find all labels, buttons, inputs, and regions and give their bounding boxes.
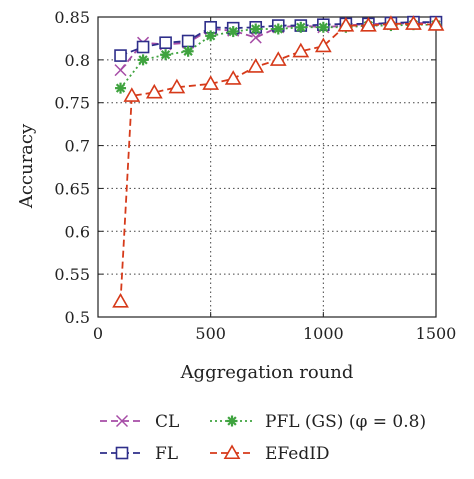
data-point <box>205 30 217 42</box>
data-point <box>114 64 127 77</box>
data-point <box>337 16 355 32</box>
series-line <box>120 21 436 57</box>
marker-stroke <box>296 22 306 32</box>
legend-label: CL <box>155 412 179 432</box>
marker-stroke <box>249 31 262 44</box>
marker-shape <box>405 15 422 30</box>
data-point <box>159 36 172 50</box>
marker-shape <box>136 40 150 54</box>
marker-shape <box>123 87 141 102</box>
marker-stroke <box>115 414 129 428</box>
legend-item: PFL (GS) (φ = 0.8) <box>210 412 426 432</box>
marker-stroke <box>160 50 171 60</box>
data-point <box>224 70 242 85</box>
data-point <box>317 21 329 33</box>
marker-shape <box>112 292 129 308</box>
data-point <box>269 51 287 66</box>
marker-shape <box>223 444 241 460</box>
legend-label: EFedID <box>265 444 330 464</box>
legend-marker <box>115 414 129 428</box>
marker-shape <box>181 34 195 48</box>
y-tick-label: 0.75 <box>54 94 90 113</box>
y-axis-title: Accuracy <box>16 123 37 209</box>
data-point <box>295 21 307 33</box>
marker-stroke <box>227 416 237 426</box>
marker-shape <box>382 15 400 30</box>
marker-stroke <box>114 64 127 77</box>
data-point <box>405 15 422 30</box>
x-axis-title: Aggregation round <box>180 362 354 383</box>
legend-label: FL <box>155 444 178 464</box>
data-point <box>168 78 186 94</box>
marker-shape <box>168 78 186 94</box>
y-tick-label: 0.8 <box>65 51 90 70</box>
marker-shape <box>292 42 310 58</box>
marker-shape <box>224 70 242 85</box>
legend-item: CL <box>100 412 179 432</box>
data-point <box>145 83 163 99</box>
data-point <box>249 31 262 44</box>
marker-shape <box>202 75 220 90</box>
x-tick-label: 1000 <box>303 324 344 343</box>
legend-label: PFL (GS) (φ = 0.8) <box>265 412 426 432</box>
data-point <box>427 16 445 31</box>
data-point <box>115 82 127 94</box>
marker-shape <box>159 36 172 50</box>
y-tick-label: 0.55 <box>54 265 90 284</box>
data-point <box>182 45 194 57</box>
legend-marker <box>115 446 129 460</box>
data-point <box>382 15 400 30</box>
legend: CL PFL (GS) (φ = 0.8) FL EFedID <box>100 412 426 464</box>
legend-item: FL <box>100 444 178 464</box>
data-point <box>114 49 127 62</box>
data-point <box>272 23 284 35</box>
marker-shape <box>269 51 287 66</box>
plot-frame <box>97 16 437 318</box>
marker-shape <box>314 37 332 53</box>
data-point <box>136 40 150 54</box>
marker-shape <box>114 49 127 62</box>
y-tick-label: 0.65 <box>54 179 90 198</box>
series-3 <box>112 15 445 308</box>
series-line <box>119 23 436 89</box>
x-tick-label: 500 <box>195 324 226 343</box>
data-point <box>123 87 141 102</box>
legend-item: EFedID <box>210 444 330 464</box>
data-point <box>292 42 310 58</box>
data-point <box>360 16 377 32</box>
plot-area: 0 500 1000 1500 0.5 0.55 0.6 0.65 0.7 0.75 0.8 0.85 <box>54 8 456 343</box>
data-point <box>137 54 149 66</box>
data-point <box>227 26 239 38</box>
data-point <box>160 49 172 61</box>
y-tick-label: 0.85 <box>54 8 90 27</box>
marker-shape <box>247 58 265 73</box>
legend-marker <box>223 444 241 460</box>
data-point <box>181 34 195 48</box>
marker-shape <box>115 446 129 460</box>
marker-stroke <box>115 83 126 93</box>
marker-stroke <box>318 22 329 32</box>
marker-stroke <box>205 31 216 41</box>
marker-stroke <box>251 24 261 34</box>
marker-stroke <box>183 46 193 56</box>
marker-stroke <box>228 26 238 37</box>
legend-marker <box>226 415 238 427</box>
marker-shape <box>360 16 377 32</box>
data-point <box>314 37 332 53</box>
y-tick-label: 0.6 <box>65 222 90 241</box>
marker-stroke <box>138 55 148 65</box>
marker-stroke <box>273 24 283 34</box>
marker-shape <box>427 16 445 31</box>
x-tick-label: 0 <box>93 324 103 343</box>
marker-shape <box>337 16 355 32</box>
marker-shape <box>145 83 163 99</box>
data-point <box>202 75 220 90</box>
x-tick-label: 1500 <box>416 324 457 343</box>
y-tick-label: 0.5 <box>65 308 90 327</box>
data-point <box>112 292 129 308</box>
data-point <box>247 58 265 73</box>
y-tick-label: 0.7 <box>65 137 90 156</box>
data-point <box>250 23 262 35</box>
